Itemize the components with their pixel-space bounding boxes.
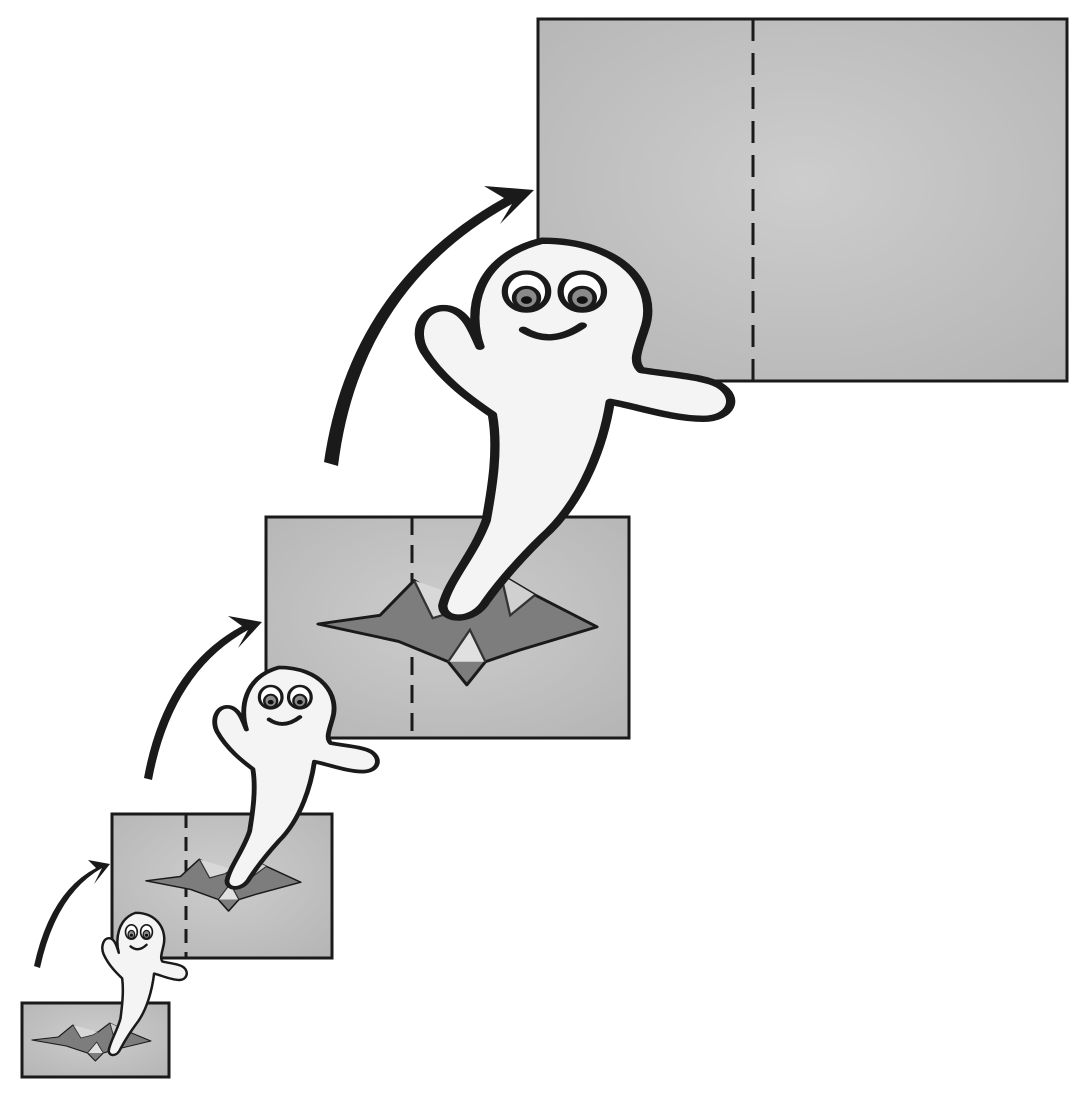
arrow-2 bbox=[144, 616, 262, 780]
arrow-1 bbox=[34, 860, 110, 968]
